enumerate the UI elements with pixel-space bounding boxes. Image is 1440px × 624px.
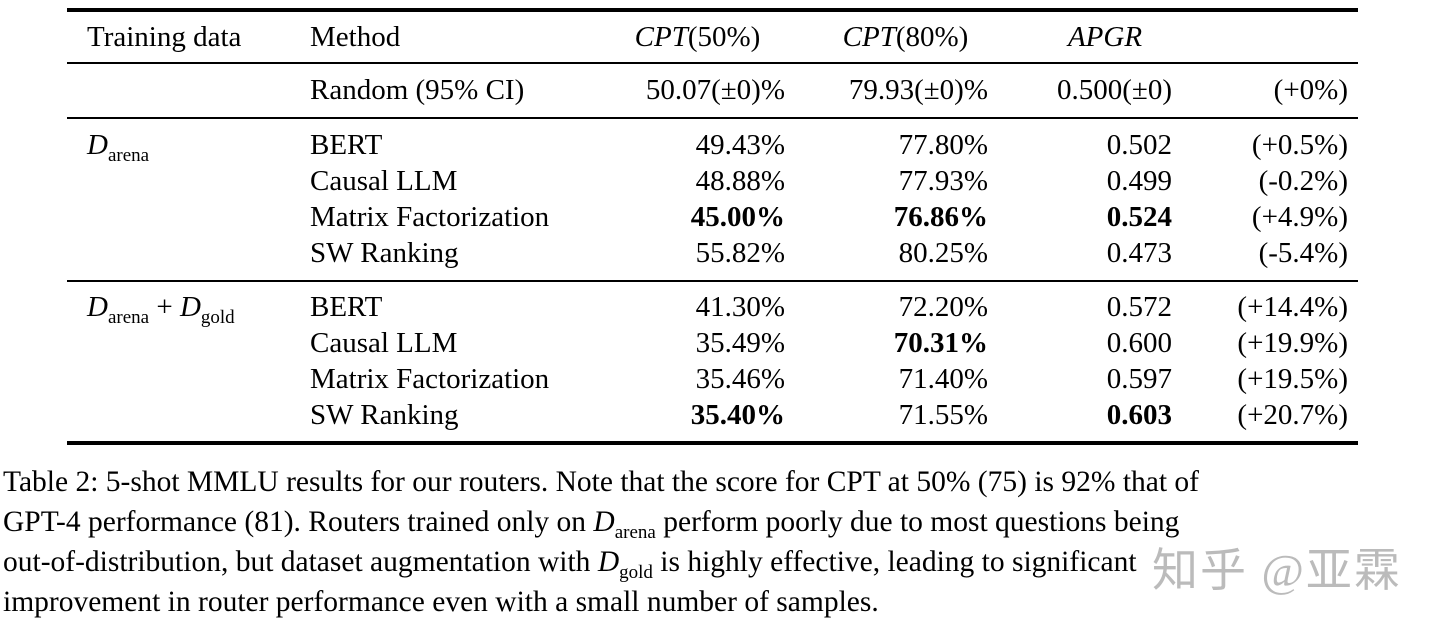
table-rule-bottom xyxy=(67,441,1358,445)
cell-apgr: 0.603 xyxy=(1106,399,1172,431)
cell-delta: (+14.4%) xyxy=(1237,291,1348,323)
cell-apgr: 0.600 xyxy=(1106,327,1172,359)
table-caption: Table 2: 5-shot MMLU results for our rou… xyxy=(3,462,1439,622)
caption-line-3: out-of-distribution, but dataset augment… xyxy=(3,546,1137,583)
cell-training-data-arena: Darena xyxy=(87,129,150,166)
zhihu-watermark: 知乎 @亚霖 xyxy=(1152,545,1402,596)
cell-method: Causal LLM xyxy=(310,165,458,197)
cell-cpt80: 76.86% xyxy=(893,201,988,233)
cell-cpt80: 79.93(±0)% xyxy=(848,74,988,106)
table-row: SW Ranking 35.40% 71.55% 0.603 (+20.7%) xyxy=(67,397,1358,433)
cell-apgr: 0.500(±0) xyxy=(1057,74,1172,106)
table-row: SW Ranking 55.82% 80.25% 0.473 (-5.4%) xyxy=(67,235,1358,271)
cell-cpt50: 41.30% xyxy=(695,291,785,323)
table-header-row: Training data Method CPT(50%) CPT(80%) A… xyxy=(67,19,1358,55)
cell-cpt50: 45.00% xyxy=(690,201,785,233)
cell-cpt80: 80.25% xyxy=(898,237,988,269)
cell-method: Causal LLM xyxy=(310,327,458,359)
cell-apgr: 0.499 xyxy=(1106,165,1172,197)
cell-apgr: 0.473 xyxy=(1106,237,1172,269)
caption-line-2: GPT-4 performance (81). Routers trained … xyxy=(3,506,1180,543)
col-header-apgr: APGR xyxy=(1067,21,1143,53)
cell-training-data-arena-gold: Darena + Dgold xyxy=(87,291,235,328)
cell-method: Matrix Factorization xyxy=(310,363,550,395)
table-row: Darena + Dgold BERT 41.30% 72.20% 0.572 … xyxy=(67,289,1358,328)
cell-cpt80: 72.20% xyxy=(898,291,988,323)
table-rule-baseline-sep xyxy=(67,117,1358,119)
cell-method: BERT xyxy=(310,291,383,323)
table-row: Causal LLM 35.49% 70.31% 0.600 (+19.9%) xyxy=(67,325,1358,361)
cell-method: Random (95% CI) xyxy=(310,74,525,106)
col-header-cpt50: CPT(50%) xyxy=(634,21,761,53)
table-row: Matrix Factorization 45.00% 76.86% 0.524… xyxy=(67,199,1358,235)
cell-cpt50: 49.43% xyxy=(695,129,785,161)
cell-cpt50: 50.07(±0)% xyxy=(645,74,785,106)
cell-cpt80: 71.40% xyxy=(898,363,988,395)
cell-cpt80: 70.31% xyxy=(893,327,988,359)
cell-cpt50: 35.49% xyxy=(695,327,785,359)
cell-cpt50: 35.46% xyxy=(695,363,785,395)
cell-delta: (-0.2%) xyxy=(1258,165,1348,197)
cell-cpt80: 77.93% xyxy=(898,165,988,197)
caption-line-1: Table 2: 5-shot MMLU results for our rou… xyxy=(3,466,1200,498)
cell-method: Matrix Factorization xyxy=(310,201,550,233)
cell-delta: (+19.5%) xyxy=(1237,363,1348,395)
caption-line-4: improvement in router performance even w… xyxy=(3,586,879,618)
col-header-cpt80: CPT(80%) xyxy=(842,21,969,53)
cell-apgr: 0.524 xyxy=(1106,201,1172,233)
cell-cpt50: 48.88% xyxy=(695,165,785,197)
table-rule-top xyxy=(67,8,1358,12)
cell-cpt80: 77.80% xyxy=(898,129,988,161)
table-row-random: Random (95% CI) 50.07(±0)% 79.93(±0)% 0.… xyxy=(67,72,1358,108)
cell-delta: (+19.9%) xyxy=(1237,327,1348,359)
cell-method: SW Ranking xyxy=(310,237,459,269)
cell-cpt50: 35.40% xyxy=(690,399,785,431)
cell-delta: (+0.5%) xyxy=(1251,129,1348,161)
cell-cpt80: 71.55% xyxy=(898,399,988,431)
cell-delta: (+20.7%) xyxy=(1237,399,1348,431)
cell-apgr: 0.502 xyxy=(1106,129,1172,161)
cell-cpt50: 55.82% xyxy=(695,237,785,269)
cell-delta: (+4.9%) xyxy=(1251,201,1348,233)
cell-delta: (+0%) xyxy=(1273,74,1348,106)
col-header-method: Method xyxy=(310,21,401,53)
cell-method: SW Ranking xyxy=(310,399,459,431)
table-rule-header-sep xyxy=(67,62,1358,64)
table-row: Causal LLM 48.88% 77.93% 0.499 (-0.2%) xyxy=(67,163,1358,199)
cell-apgr: 0.597 xyxy=(1106,363,1172,395)
cell-delta: (-5.4%) xyxy=(1258,237,1348,269)
table-row: Darena BERT 49.43% 77.80% 0.502 (+0.5%) xyxy=(67,127,1358,166)
cell-apgr: 0.572 xyxy=(1106,291,1172,323)
table-row: Matrix Factorization 35.46% 71.40% 0.597… xyxy=(67,361,1358,397)
col-header-training-data: Training data xyxy=(87,21,242,53)
cell-method: BERT xyxy=(310,129,383,161)
table-rule-section-sep xyxy=(67,280,1358,282)
